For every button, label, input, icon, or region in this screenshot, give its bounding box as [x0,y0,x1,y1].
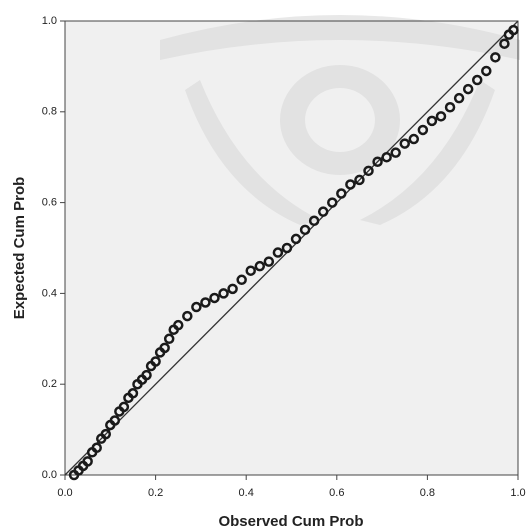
point [481,65,492,77]
x-tick-label: 0.0 [57,487,72,499]
point [426,115,438,127]
point [118,401,130,413]
x-tick-label: 0.4 [239,487,254,499]
point [263,256,275,267]
point [82,456,93,467]
y-axis-title: Expected Cum Prob [11,177,28,320]
point [390,147,401,158]
plot-frame [64,20,519,476]
point [417,124,429,136]
y-tick-label: 1.0 [42,15,57,27]
point [490,52,501,63]
point [299,224,311,236]
point [435,111,447,122]
x-tick-label: 0.8 [420,487,435,499]
y-tick-label: 0.0 [42,469,57,481]
point [363,165,374,177]
x-tick-label: 0.6 [329,487,344,499]
point [462,83,474,95]
y-tick-label: 0.8 [42,106,57,118]
y-tick-label: 0.4 [42,287,57,299]
point [281,242,293,254]
point [127,388,139,399]
point [399,138,410,149]
point [499,38,510,49]
point [317,206,329,217]
x-tick-label: 0.2 [148,487,163,499]
point [254,260,266,272]
watermark [160,15,520,225]
x-tick-label: 1.0 [510,487,525,499]
point [91,442,102,454]
point [290,233,302,245]
point [245,265,256,276]
point [141,369,152,381]
point [191,301,202,313]
point [372,156,383,167]
point [218,288,229,299]
point [182,310,193,322]
point [200,297,211,308]
point [453,92,465,104]
x-axis-title: Observed Cum Prob [218,513,363,530]
point [272,247,284,258]
point [354,174,365,186]
point [408,133,420,145]
point [150,356,161,367]
point [345,179,356,190]
point [327,197,338,208]
point [381,151,392,163]
point [173,319,184,331]
point [163,333,175,345]
point [336,188,347,199]
y-tick-label: 0.6 [42,197,57,209]
point [159,342,170,354]
point [236,274,247,286]
point [209,292,220,304]
y-tick-label: 0.2 [42,378,57,390]
point [508,24,519,36]
point [471,74,483,86]
point [227,283,238,295]
point [109,415,121,426]
point [444,102,456,113]
point [308,215,320,227]
point [100,428,112,440]
